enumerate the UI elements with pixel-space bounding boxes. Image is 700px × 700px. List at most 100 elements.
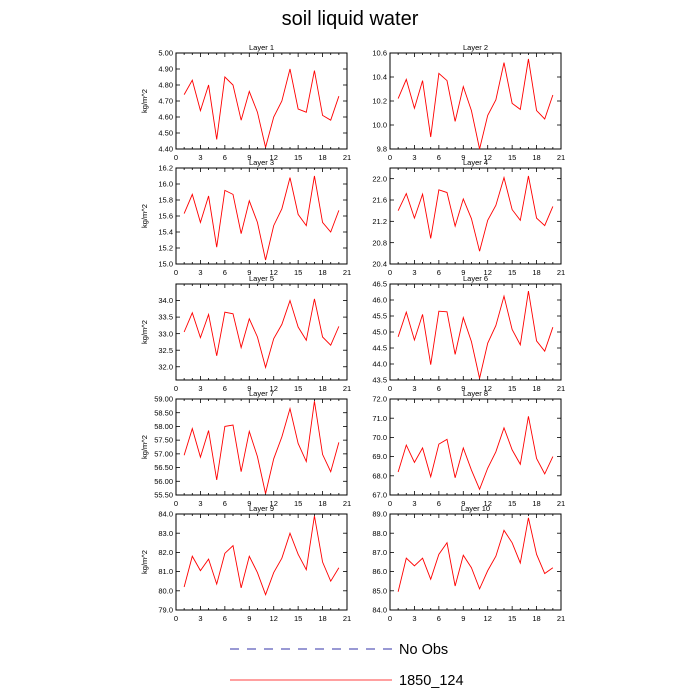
x-tick-label: 6 — [223, 268, 227, 277]
x-tick-label: 9 — [247, 499, 251, 508]
panel-4: Layer 4 0 3 6 9 12 15 18 21 20.4 20.8 21.2 21.6 22.0 — [372, 158, 565, 277]
y-tick-label: 71.0 — [372, 414, 387, 423]
x-tick-label: 12 — [270, 268, 278, 277]
x-tick-label: 0 — [174, 499, 178, 508]
x-tick-label: 12 — [270, 153, 278, 162]
panel-title: Layer 6 — [463, 274, 488, 283]
y-tick-label: 10.6 — [372, 49, 387, 58]
x-tick-label: 6 — [223, 153, 227, 162]
chart-title: soil liquid water — [281, 8, 419, 30]
x-tick-label: 18 — [318, 499, 326, 508]
x-tick-label: 0 — [388, 499, 392, 508]
x-tick-label: 6 — [437, 384, 441, 393]
x-tick-label: 0 — [388, 153, 392, 162]
series-line-1 — [397, 175, 554, 252]
panel-7: Layer 7 0 3 6 9 12 15 18 21 55.50 56.00 56.50 57.00 5… — [140, 389, 351, 508]
x-tick-label: 0 — [174, 268, 178, 277]
series-line-1 — [183, 515, 340, 596]
y-tick-label: 9.8 — [377, 145, 387, 154]
legend-label: No Obs — [399, 642, 448, 658]
y-tick-label: 4.60 — [158, 113, 173, 122]
y-tick-label: 44.5 — [372, 344, 387, 353]
y-tick-label: 45.5 — [372, 312, 387, 321]
y-tick-label: 89.0 — [372, 510, 387, 519]
series-line-1 — [183, 68, 340, 148]
y-tick-label: 20.4 — [372, 260, 387, 269]
x-tick-label: 6 — [223, 614, 227, 623]
x-tick-label: 18 — [318, 153, 326, 162]
x-tick-label: 15 — [508, 614, 516, 623]
y-axis-label: kg/m^2 — [140, 320, 149, 344]
y-tick-label: 56.00 — [154, 477, 173, 486]
panel-title: Layer 7 — [249, 389, 274, 398]
y-tick-label: 15.4 — [158, 228, 173, 237]
x-tick-label: 15 — [508, 153, 516, 162]
x-tick-label: 3 — [412, 499, 416, 508]
x-tick-label: 21 — [557, 384, 565, 393]
y-tick-label: 84.0 — [158, 510, 173, 519]
x-tick-label: 12 — [484, 153, 492, 162]
x-tick-label: 9 — [461, 153, 465, 162]
series-line-1 — [397, 290, 554, 379]
y-tick-label: 15.6 — [158, 212, 173, 221]
x-tick-label: 0 — [388, 268, 392, 277]
x-tick-label: 18 — [318, 614, 326, 623]
x-tick-label: 18 — [318, 268, 326, 277]
y-tick-label: 4.80 — [158, 81, 173, 90]
panel-2: Layer 2 0 3 6 9 12 15 18 21 9.8 10.0 10.2 10.4 10.6 — [372, 43, 565, 162]
y-tick-label: 15.8 — [158, 196, 173, 205]
plot-frame — [175, 398, 348, 496]
y-tick-label: 67.0 — [372, 491, 387, 500]
x-tick-label: 0 — [388, 384, 392, 393]
y-tick-label: 70.0 — [372, 433, 387, 442]
x-tick-label: 15 — [508, 499, 516, 508]
panel-title: Layer 8 — [463, 389, 488, 398]
y-tick-label: 4.40 — [158, 145, 173, 154]
y-tick-label: 46.5 — [372, 280, 387, 289]
panel-title: Layer 5 — [249, 274, 274, 283]
y-tick-label: 15.2 — [158, 244, 173, 253]
panel-title: Layer 2 — [463, 43, 488, 52]
y-tick-label: 69.0 — [372, 452, 387, 461]
x-tick-label: 15 — [294, 268, 302, 277]
y-tick-label: 10.0 — [372, 121, 387, 130]
x-tick-label: 21 — [343, 384, 351, 393]
x-tick-label: 12 — [484, 614, 492, 623]
y-tick-label: 4.90 — [158, 65, 173, 74]
x-tick-label: 12 — [484, 268, 492, 277]
plot-frame — [175, 513, 348, 611]
panel-8: Layer 8 0 3 6 9 12 15 18 21 67.0 68.0 69.0 70.0 71.0 7… — [372, 389, 565, 508]
x-tick-label: 3 — [412, 384, 416, 393]
plot-frame — [389, 398, 562, 496]
series-line-1 — [183, 175, 340, 261]
y-tick-label: 33.5 — [158, 313, 173, 322]
series-line-1 — [183, 298, 340, 370]
x-tick-label: 9 — [461, 614, 465, 623]
x-tick-label: 9 — [247, 384, 251, 393]
plot-frame — [389, 513, 562, 611]
series-line-1 — [397, 416, 554, 491]
panel-1: Layer 1 0 3 6 9 12 15 18 21 4.40 4.50 4.60 4.70 4.80 4… — [140, 43, 351, 162]
y-tick-label: 72.0 — [372, 395, 387, 404]
legend-item-1: No Obs — [230, 642, 448, 658]
x-tick-label: 3 — [412, 268, 416, 277]
x-tick-label: 15 — [294, 499, 302, 508]
x-tick-label: 0 — [174, 614, 178, 623]
y-tick-label: 32.5 — [158, 346, 173, 355]
y-tick-label: 85.0 — [372, 586, 387, 595]
x-tick-label: 12 — [270, 614, 278, 623]
x-tick-label: 9 — [461, 384, 465, 393]
y-tick-label: 4.50 — [158, 129, 173, 138]
y-axis-label: kg/m^2 — [140, 435, 149, 459]
y-tick-label: 59.00 — [154, 395, 173, 404]
x-tick-label: 18 — [318, 384, 326, 393]
x-tick-label: 15 — [508, 268, 516, 277]
y-tick-label: 57.00 — [154, 449, 173, 458]
y-tick-label: 80.0 — [158, 586, 173, 595]
y-tick-label: 86.0 — [372, 567, 387, 576]
x-tick-label: 21 — [557, 153, 565, 162]
y-tick-label: 10.2 — [372, 97, 387, 106]
panel-10: Layer 10 0 3 6 9 12 15 18 21 84.0 85.0 86.0 87.0 88.0… — [372, 504, 565, 623]
